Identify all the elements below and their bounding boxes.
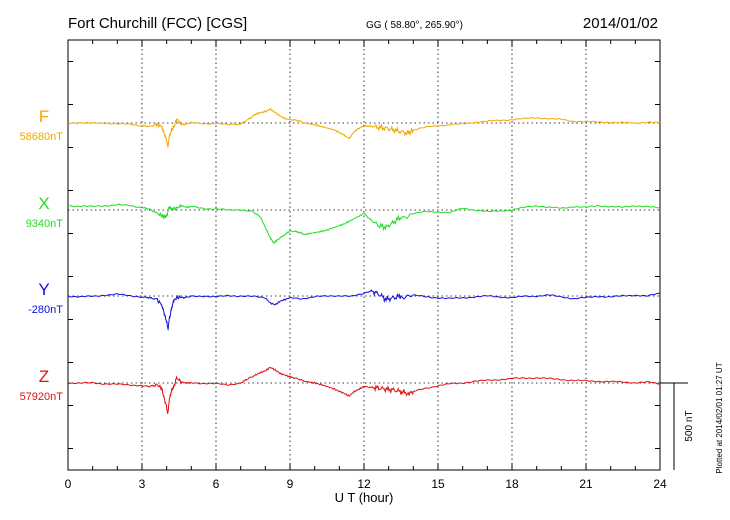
x-tick-label: 12 xyxy=(357,477,371,491)
x-tick-label: 21 xyxy=(579,477,593,491)
series-baseline-y: -280nT xyxy=(28,304,63,316)
series-line-f xyxy=(67,107,661,148)
x-tick-label: 9 xyxy=(287,477,294,491)
x-tick-label: 18 xyxy=(505,477,519,491)
series-name-f: F xyxy=(39,107,49,126)
date-label: 2014/01/02 xyxy=(583,15,658,32)
plotted-at-note: Plotted at 2014/02/01 01:27 UT xyxy=(715,362,724,473)
coordinates-label: GG ( 58.80°, 265.90°) xyxy=(366,20,463,31)
station-title: Fort Churchill (FCC) [CGS] xyxy=(68,15,247,32)
series-layer xyxy=(67,107,661,415)
series-name-x: X xyxy=(38,194,49,213)
x-tick-label: 15 xyxy=(431,477,445,491)
series-baseline-z: 57920nT xyxy=(20,391,64,403)
scale-bar: 500 nT xyxy=(660,382,695,470)
scale-bar-label: 500 nT xyxy=(684,410,695,441)
series-baseline-x: 9340nT xyxy=(26,218,64,230)
series-name-z: Z xyxy=(39,367,49,386)
x-axis-label: U T (hour) xyxy=(335,490,394,505)
x-tick-label: 6 xyxy=(213,477,220,491)
x-tick-label: 24 xyxy=(653,477,667,491)
x-tick-label: 0 xyxy=(65,477,72,491)
series-baseline-f: 58680nT xyxy=(20,131,64,143)
series-line-x xyxy=(67,203,661,245)
series-labels: F 58680nT X 9340nT Y -280nT Z 57920nT xyxy=(20,107,64,403)
series-name-y: Y xyxy=(38,280,49,299)
grid-lines xyxy=(68,40,660,470)
series-line-z xyxy=(67,366,661,415)
series-line-y xyxy=(67,289,661,331)
x-tick-label: 3 xyxy=(139,477,146,491)
axis-ticks: 0 3 6 9 12 15 18 21 24 xyxy=(65,40,667,491)
